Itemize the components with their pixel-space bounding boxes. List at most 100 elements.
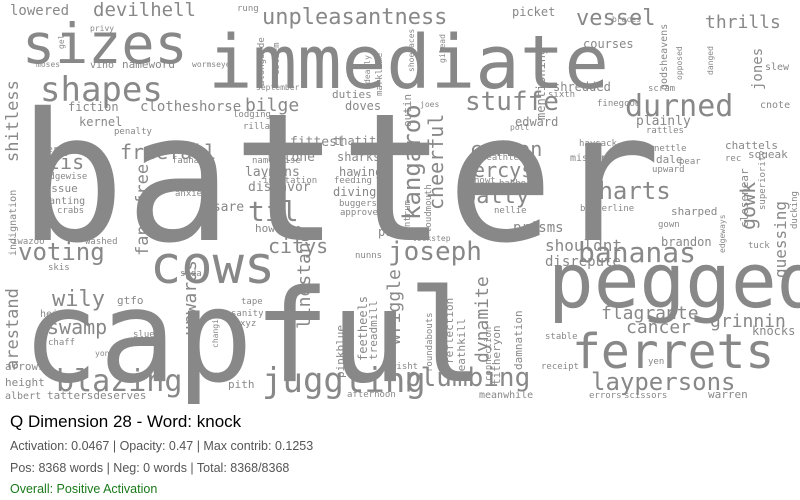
cloud-word: cheerful bbox=[424, 114, 448, 210]
cloud-word: jones bbox=[750, 48, 766, 90]
cloud-word: gilead bbox=[438, 34, 447, 63]
cloud-word: sharks bbox=[337, 150, 380, 164]
cloud-word: charts bbox=[584, 177, 671, 205]
info-panel: Q Dimension 28 - Word: knock Activation:… bbox=[0, 404, 800, 500]
cloud-word: buggers bbox=[339, 199, 377, 209]
cloud-word: connection bbox=[484, 327, 494, 381]
cloud-word: thrills bbox=[705, 12, 781, 33]
word-cloud: batter capful immediate sizes pegged ferrets s… bbox=[3, 0, 800, 404]
cloud-word: feetheels bbox=[356, 296, 370, 361]
cloud-word: heights bbox=[40, 309, 82, 320]
cloud-word: lodging bbox=[233, 110, 271, 120]
word-cloud-canvas: battercapfulimmediatesizespeggedferretss… bbox=[3, 0, 800, 404]
cloud-word: gown bbox=[658, 220, 680, 230]
cloud-word: disfavor bbox=[248, 180, 311, 195]
cloud-word: godsheavens bbox=[659, 24, 670, 90]
cloud-word: iwazoo bbox=[12, 237, 45, 247]
cloud-word: pegged bbox=[548, 236, 800, 325]
cloud-word: sixth bbox=[548, 90, 575, 100]
cloud-word: invitation bbox=[263, 176, 317, 186]
cloud-word: tissue bbox=[38, 182, 78, 195]
cloud-word: treadmill bbox=[367, 300, 380, 360]
cloud-word: gel bbox=[57, 34, 66, 49]
cloud-word: deathtears bbox=[481, 153, 535, 163]
cloud-word: loudmouth bbox=[424, 184, 434, 233]
cloud-word: rung bbox=[237, 4, 259, 14]
cloud-word: fittest bbox=[290, 135, 345, 150]
cloud-word: arestand bbox=[3, 288, 23, 370]
cloud-word: sanity bbox=[231, 309, 264, 319]
cloud-word: nunns bbox=[355, 251, 382, 261]
cloud-word: chaff bbox=[48, 338, 75, 348]
cloud-word: namenoise bbox=[252, 156, 301, 166]
cloud-word: finegood bbox=[597, 99, 640, 109]
cloud-word: plainly bbox=[636, 114, 691, 129]
cloud-word: september bbox=[256, 83, 300, 92]
cloud-word: isare bbox=[205, 200, 244, 215]
cloud-word: doves bbox=[345, 99, 381, 113]
cloud-word: guessing bbox=[771, 201, 790, 278]
cloud-word: disrepute bbox=[545, 254, 621, 270]
overall-status: Overall: Positive Activation bbox=[10, 482, 158, 496]
cloud-word: knocks bbox=[752, 324, 795, 338]
cloud-word: stuffe bbox=[465, 87, 559, 117]
cloud-word: mentioning bbox=[534, 48, 548, 120]
cloud-word: misters bbox=[570, 153, 612, 164]
cloud-word: dale bbox=[656, 153, 683, 166]
cloud-word: picket bbox=[512, 5, 555, 19]
cloud-word: juggling bbox=[262, 361, 426, 401]
cloud-word: thatit bbox=[333, 134, 376, 148]
cloud-word: hawing bbox=[339, 165, 382, 179]
cloud-word: fancyfree bbox=[133, 164, 153, 256]
cloud-word: batty bbox=[463, 184, 529, 209]
cloud-word: babber bbox=[499, 179, 532, 189]
cloud-word: outin bbox=[401, 94, 414, 127]
cloud-word: pinkblue bbox=[334, 325, 347, 378]
cloud-word: nowt bbox=[474, 176, 496, 186]
panel-title: Q Dimension 28 - Word: knock bbox=[10, 412, 242, 431]
cloud-word: squeak bbox=[748, 148, 788, 161]
cloud-word: stable bbox=[545, 332, 578, 342]
cloud-word: poll bbox=[510, 123, 529, 132]
cloud-word: marklime bbox=[375, 53, 385, 96]
cloud-word: upwards bbox=[180, 260, 201, 336]
cloud-word: duties bbox=[332, 88, 372, 101]
cloud-word: purge bbox=[378, 225, 414, 239]
cloud-word: feeding bbox=[334, 176, 372, 186]
cloud-word: afterno​on bbox=[347, 390, 396, 400]
cloud-word: warren bbox=[708, 388, 748, 401]
cloud-word: fiction bbox=[68, 100, 119, 114]
cloud-word: soda bbox=[180, 269, 202, 279]
cloud-word: gtfo bbox=[117, 294, 144, 307]
cloud-word: prisms bbox=[513, 220, 564, 236]
cloud-word: laypersons bbox=[591, 368, 736, 396]
cloud-word: albert bbox=[5, 391, 41, 402]
activation-stats: Activation: 0.0467 | Opacity: 0.47 | Max… bbox=[10, 439, 314, 453]
cloud-word: kernel bbox=[79, 115, 122, 129]
cloud-word: nameword bbox=[122, 58, 175, 71]
cloud-word: penalty bbox=[114, 127, 153, 137]
cloud-word: damnation bbox=[512, 310, 525, 370]
cloud-word: ferrets bbox=[572, 324, 774, 380]
cloud-word: durned bbox=[625, 89, 733, 124]
cloud-word: wisht bbox=[391, 362, 418, 372]
cloud-word: meanwhile bbox=[479, 390, 533, 401]
cloud-word: freefall bbox=[120, 140, 216, 164]
cloud-word: indignation bbox=[8, 190, 19, 256]
cloud-word: dearly bbox=[363, 55, 372, 84]
cloud-word: pith bbox=[228, 378, 255, 391]
cloud-word: shouldnt bbox=[545, 236, 622, 255]
cloud-word: tattersdeserves bbox=[47, 389, 146, 402]
cloud-word: rattles bbox=[646, 126, 684, 136]
cloud-word: privy bbox=[90, 24, 114, 33]
cloud-word: blazing bbox=[56, 364, 182, 399]
cloud-word: devilhell bbox=[93, 0, 196, 21]
cloud-word: nellie bbox=[494, 206, 527, 216]
cloud-word: cnote bbox=[760, 100, 790, 111]
cloud-word: tis bbox=[48, 150, 84, 174]
cloud-word: linestand bbox=[294, 231, 315, 329]
cloud-word: titheryon bbox=[490, 325, 503, 385]
cloud-word: bananas bbox=[578, 236, 696, 269]
cloud-word: ducking bbox=[790, 191, 800, 229]
cloud-word: joes bbox=[420, 100, 439, 109]
